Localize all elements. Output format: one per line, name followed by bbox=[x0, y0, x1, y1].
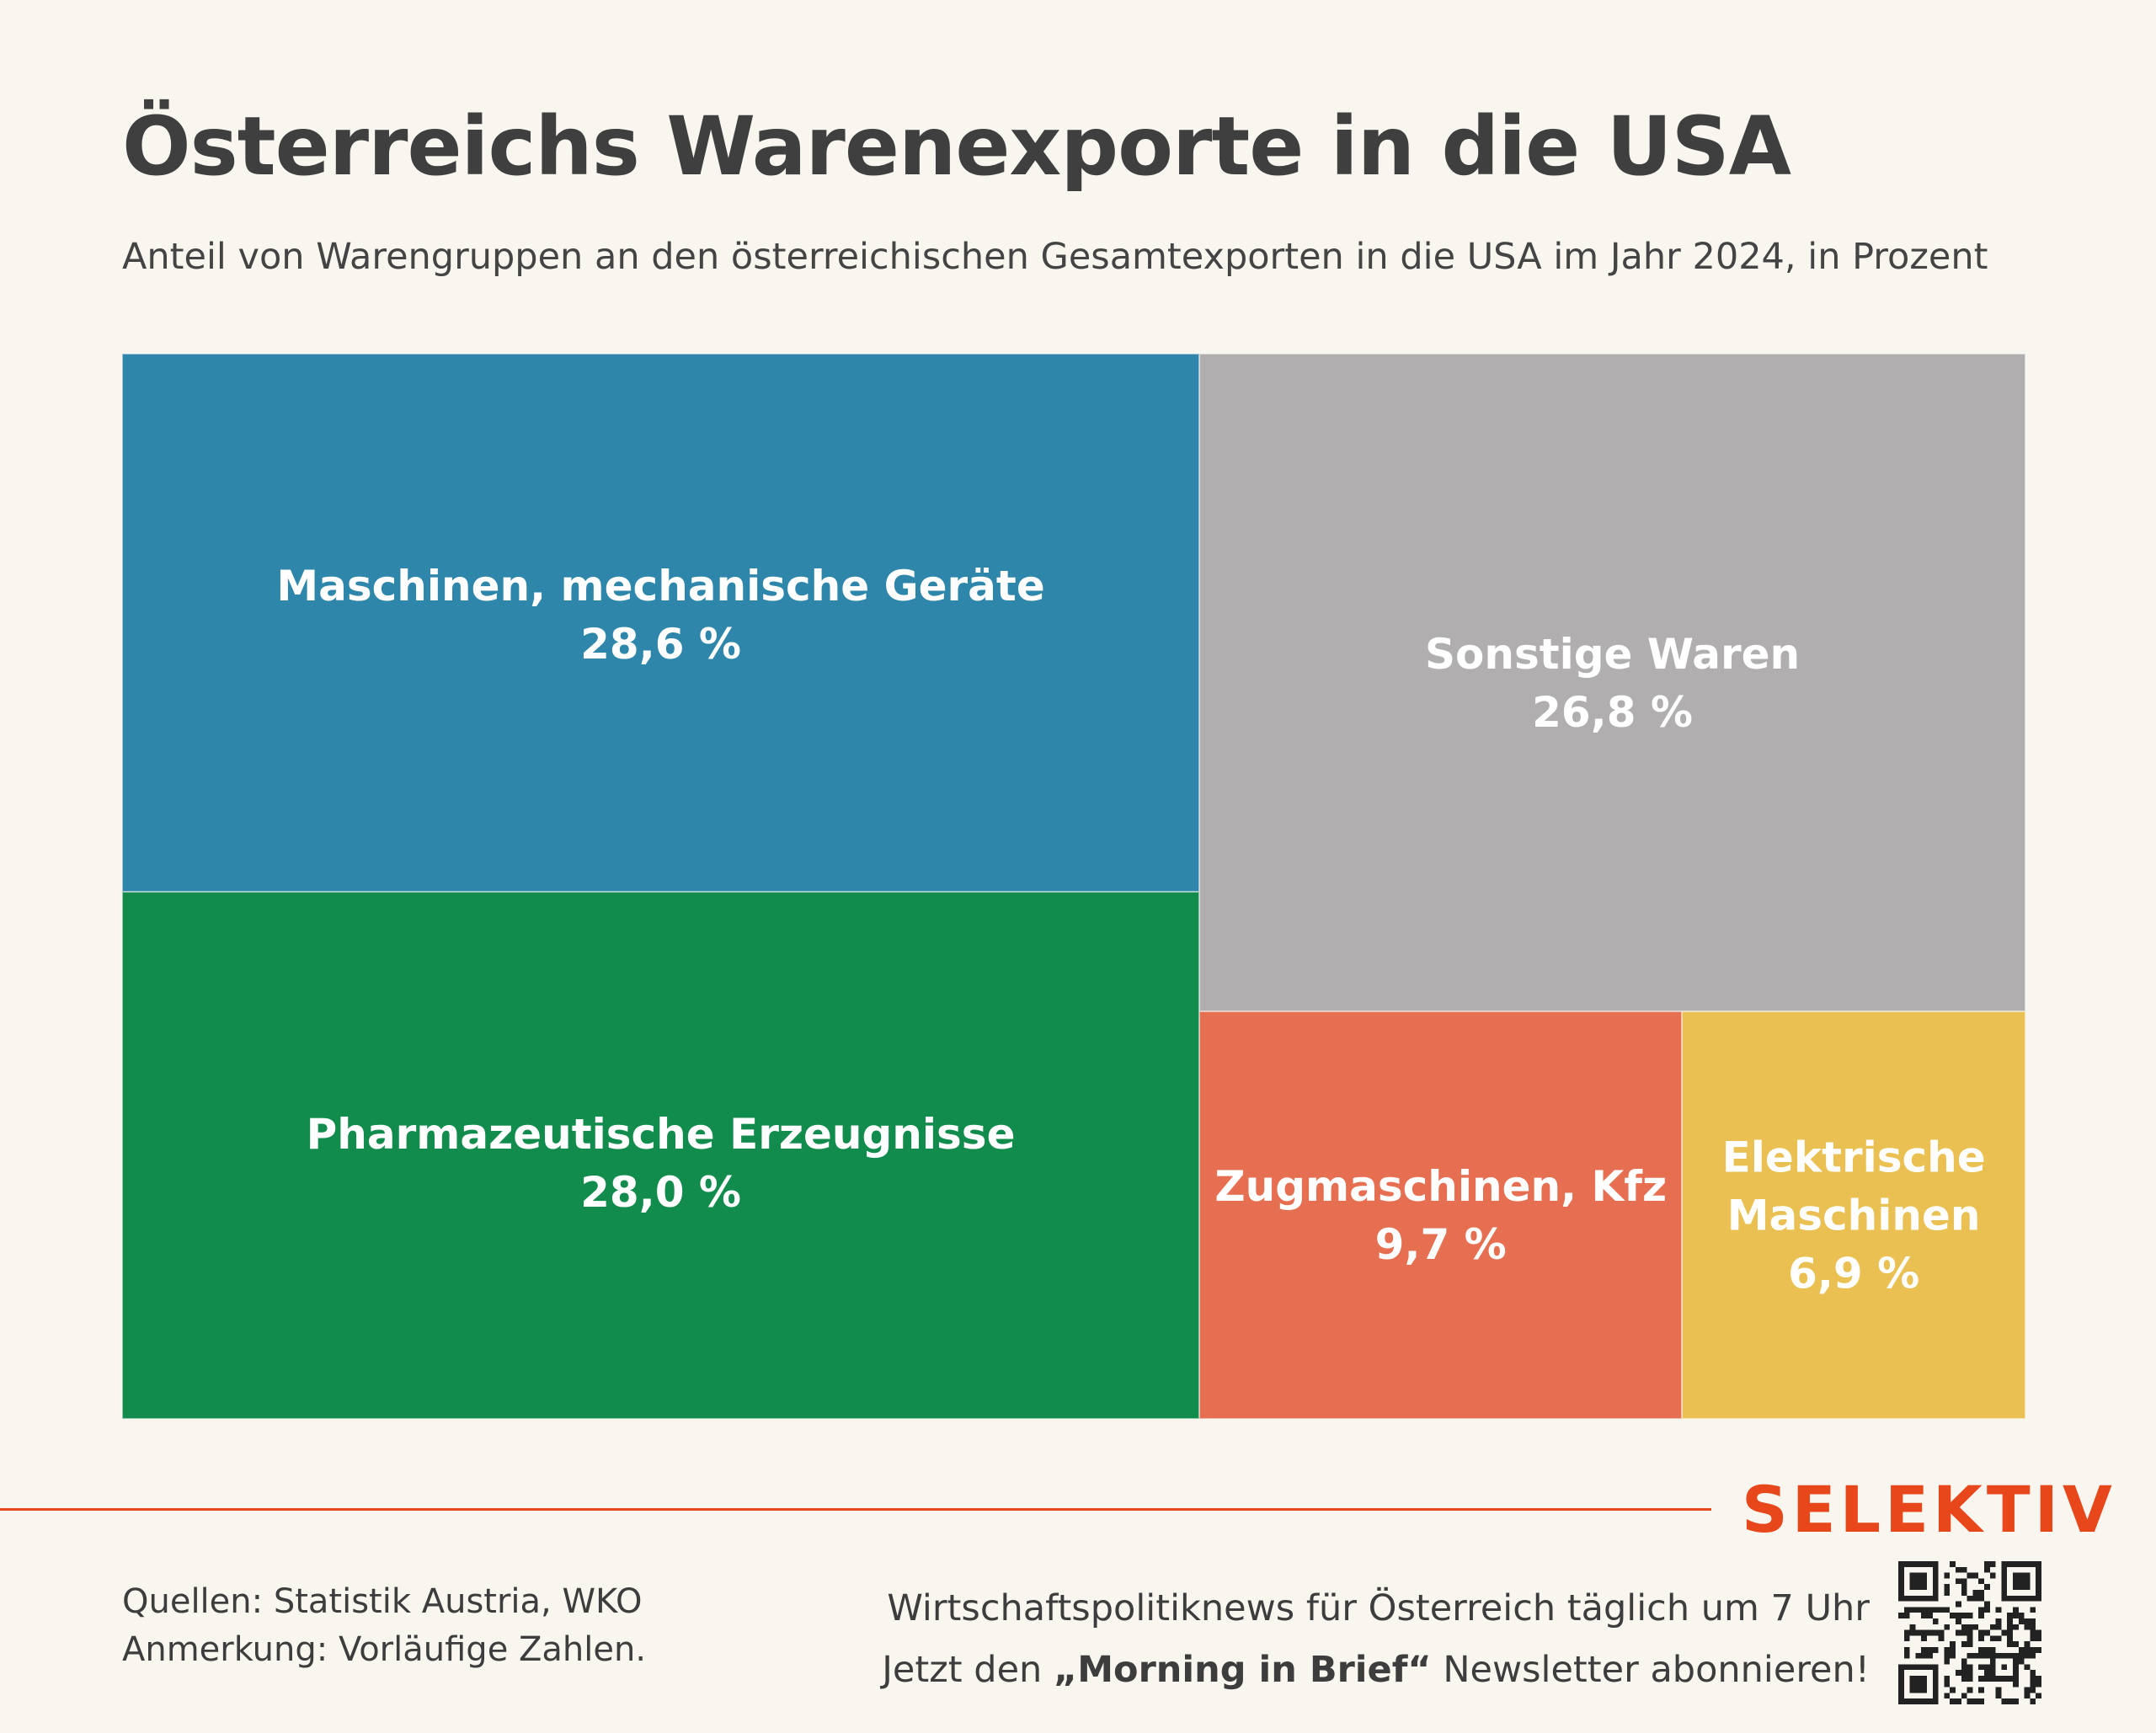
category-name: Elektrische Maschinen bbox=[1721, 1133, 1986, 1240]
newsletter-promo: Wirtschaftspolitiknews für Österreich tä… bbox=[882, 1578, 1870, 1701]
category-name: Maschinen, mechanische Geräte bbox=[276, 562, 1045, 611]
tile-label-sonstige: Sonstige Waren 26,8 % bbox=[1200, 626, 2025, 742]
footer-divider bbox=[0, 1508, 1711, 1511]
chart-title: Österreichs Warenexporte in die USA bbox=[122, 99, 1791, 194]
category-name: Pharmazeutische Erzeugnisse bbox=[306, 1110, 1016, 1160]
treemap-chart: Maschinen, mechanische Geräte 28,6 % Phar… bbox=[122, 354, 2025, 1419]
tile-label-elektrische: Elektrische Maschinen 6,9 % bbox=[1683, 1129, 2025, 1304]
tile-label-pharma: Pharmazeutische Erzeugnisse 28,0 % bbox=[123, 1106, 1198, 1222]
category-value: 28,6 % bbox=[580, 620, 742, 669]
note-text: Anmerkung: Vorläufige Zahlen. bbox=[122, 1629, 647, 1669]
promo-line-2: Jetzt den „Morning in Brief“ Newsletter … bbox=[882, 1640, 1870, 1701]
category-name: Sonstige Waren bbox=[1424, 629, 1801, 679]
tile-elektrische: Elektrische Maschinen 6,9 % bbox=[1682, 1011, 2025, 1419]
tile-pharma: Pharmazeutische Erzeugnisse 28,0 % bbox=[122, 892, 1200, 1419]
category-name: Zugmaschinen, Kfz bbox=[1214, 1162, 1668, 1212]
tile-kfz: Zugmaschinen, Kfz 9,7 % bbox=[1199, 1011, 1683, 1419]
promo-line-1: Wirtschaftspolitiknews für Österreich tä… bbox=[887, 1587, 1870, 1629]
sources-text: Quellen: Statistik Austria, WKO bbox=[122, 1582, 643, 1621]
category-value: 9,7 % bbox=[1374, 1220, 1507, 1270]
tile-label-kfz: Zugmaschinen, Kfz 9,7 % bbox=[1200, 1158, 1681, 1274]
sources-block: Quellen: Statistik Austria, WKO Anmerkun… bbox=[122, 1578, 646, 1674]
promo-suffix: Newsletter abonnieren! bbox=[1431, 1649, 1870, 1692]
tile-label-maschinen: Maschinen, mechanische Geräte 28,6 % bbox=[123, 557, 1198, 674]
category-value: 6,9 % bbox=[1788, 1249, 1920, 1298]
qr-code-icon[interactable] bbox=[1898, 1561, 2041, 1704]
category-value: 28,0 % bbox=[580, 1168, 742, 1218]
selektiv-logo: SELEKTIV bbox=[1742, 1472, 2116, 1547]
chart-subtitle: Anteil von Warengruppen an den österreic… bbox=[122, 236, 1988, 278]
promo-prefix: Jetzt den bbox=[882, 1649, 1054, 1692]
category-value: 26,8 % bbox=[1532, 687, 1693, 737]
tile-sonstige: Sonstige Waren 26,8 % bbox=[1199, 354, 2025, 1012]
newsletter-name: „Morning in Brief“ bbox=[1053, 1649, 1432, 1692]
tile-maschinen: Maschinen, mechanische Geräte 28,6 % bbox=[122, 354, 1200, 893]
